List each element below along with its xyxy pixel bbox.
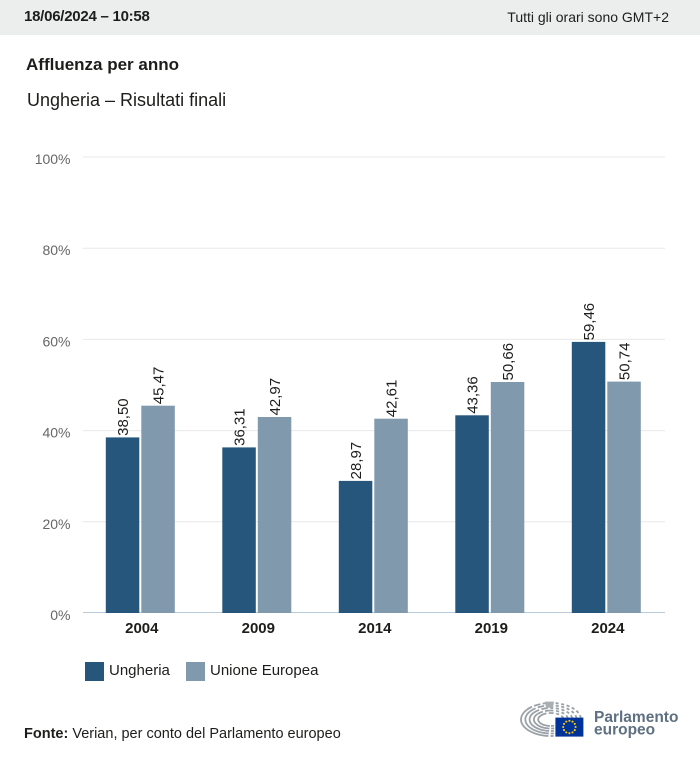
svg-text:2024: 2024 <box>591 620 625 637</box>
svg-text:38,50: 38,50 <box>115 398 132 436</box>
svg-text:59,46: 59,46 <box>581 303 598 341</box>
svg-text:42,97: 42,97 <box>267 378 284 416</box>
svg-text:20%: 20% <box>42 516 70 532</box>
svg-text:2009: 2009 <box>242 620 275 637</box>
svg-text:0%: 0% <box>50 607 70 623</box>
svg-text:Parlamento: Parlamento <box>594 709 678 726</box>
svg-text:2004: 2004 <box>125 620 159 637</box>
svg-text:europeo: europeo <box>594 722 655 739</box>
svg-text:40%: 40% <box>42 425 70 441</box>
svg-text:50,66: 50,66 <box>500 343 517 381</box>
svg-text:43,36: 43,36 <box>464 376 481 414</box>
svg-text:2014: 2014 <box>358 620 392 637</box>
svg-text:50,74: 50,74 <box>616 343 633 381</box>
svg-text:45,47: 45,47 <box>150 367 167 405</box>
svg-text:100%: 100% <box>35 151 71 167</box>
svg-text:42,61: 42,61 <box>383 380 400 418</box>
svg-text:2019: 2019 <box>475 620 508 637</box>
svg-text:80%: 80% <box>42 242 70 258</box>
svg-text:36,31: 36,31 <box>231 408 248 446</box>
svg-text:28,97: 28,97 <box>348 442 365 480</box>
svg-text:60%: 60% <box>42 333 70 349</box>
